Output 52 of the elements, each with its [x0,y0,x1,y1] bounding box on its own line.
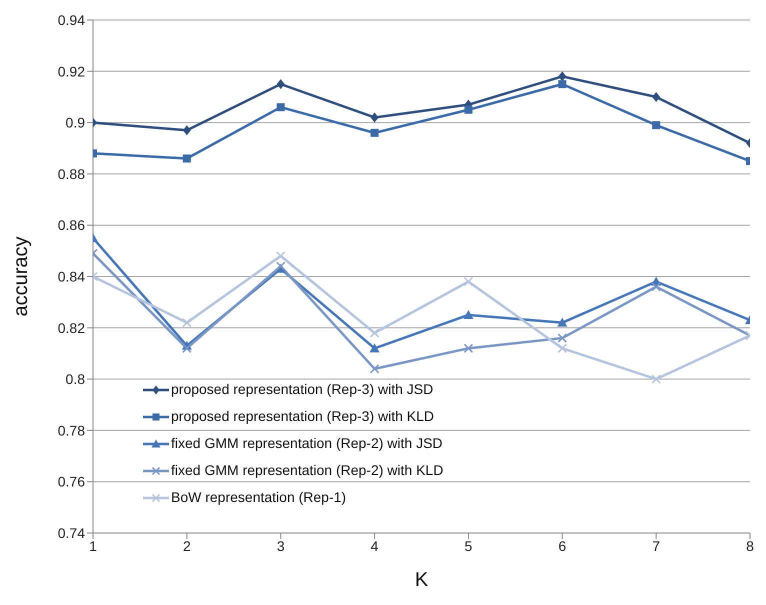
point [558,344,568,354]
x-tick-label: 4 [370,538,379,554]
point [370,364,380,374]
legend-label: proposed representation (Rep-3) with JSD [171,380,434,399]
point [276,79,285,90]
point [464,344,474,354]
point [182,318,192,328]
point [651,374,661,384]
point [370,112,379,122]
point [463,310,474,319]
x-tick-label: 8 [746,538,754,554]
x-tick-label: 1 [89,538,98,554]
y-tick-label: 0.86 [58,217,86,234]
point [370,343,380,352]
point [464,106,472,114]
x-tick-label: 2 [182,538,191,554]
y-tick-label: 0.92 [58,63,86,80]
y-tick-label: 0.78 [58,422,86,438]
point [370,128,379,137]
y-tick-label: 0.82 [58,320,86,336]
y-tick-label: 0.9 [66,114,86,131]
y-tick-label: 0.94 [58,12,86,28]
y-tick-label: 0.76 [58,474,86,490]
legend-label: BoW representation (Rep-1) [171,488,346,507]
point [370,328,380,338]
point [558,80,566,88]
point [276,251,286,261]
point [558,333,568,343]
legend-label: fixed GMM representation (Rep-2) with KLD [171,461,444,480]
point [652,92,660,102]
point [276,261,286,271]
point [182,154,191,163]
x-tick-label: 6 [558,538,566,554]
point [182,125,191,136]
point [557,318,568,327]
point [558,71,566,82]
y-tick-label: 0.84 [58,268,86,284]
x-tick-label: 3 [276,538,285,554]
y-tick-label: 0.74 [58,524,86,541]
x-tick-label: 7 [652,538,660,554]
y-tick-label: 0.8 [66,371,86,388]
point [182,344,192,354]
legend-label: proposed representation (Rep-3) with KLD [171,407,434,426]
x-axis-title: K [414,569,429,591]
legend-label: fixed GMM representation (Rep-2) with JSD [171,434,443,453]
y-axis-title: accuracy [10,236,32,317]
y-tick-label: 0.88 [58,166,86,182]
x-tick-label: 5 [464,538,473,554]
point [652,121,660,130]
point [464,276,474,286]
point [276,103,285,112]
point [651,282,661,292]
